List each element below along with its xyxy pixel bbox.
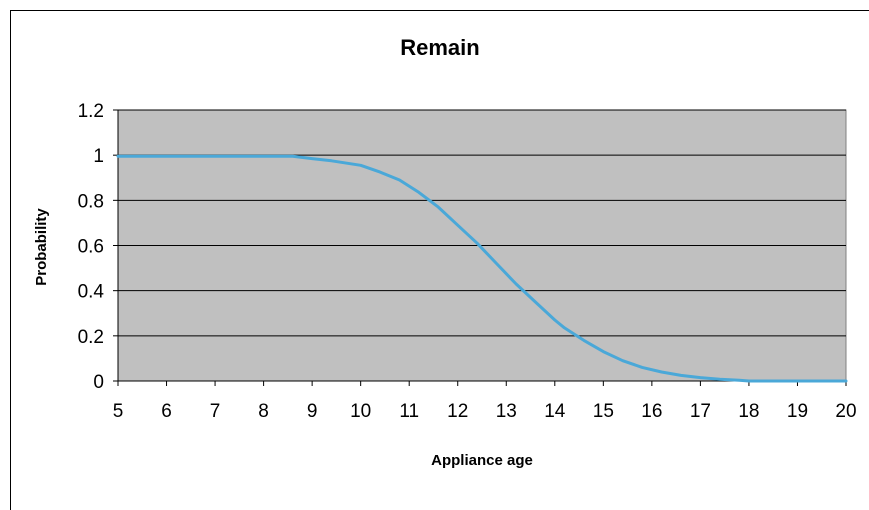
x-tick-label-2: 7 xyxy=(210,401,221,422)
x-tick-label-10: 15 xyxy=(593,401,614,422)
x-tick-label-8: 13 xyxy=(496,401,517,422)
y-tick-label-0: 0 xyxy=(93,372,104,393)
y-tick-label-5: 1 xyxy=(93,146,104,167)
x-tick-label-12: 17 xyxy=(690,401,711,422)
chart-frame xyxy=(10,10,869,510)
y-tick-label-6: 1.2 xyxy=(78,101,104,122)
x-tick-label-15: 20 xyxy=(835,401,856,422)
x-tick-label-13: 18 xyxy=(738,401,759,422)
y-tick-label-2: 0.4 xyxy=(78,282,105,303)
y-tick-labels: 0 0.2 0.4 0.6 0.8 1 1.2 xyxy=(78,101,105,393)
chart-area: 5 6 7 8 9 10 11 12 13 14 15 16 17 18 19 20 0 0.2 0.4 0.6 0.… xyxy=(33,35,857,469)
y-tick-label-1: 0.2 xyxy=(78,327,104,348)
x-axis-title: Appliance age xyxy=(431,452,533,469)
x-tick-label-11: 16 xyxy=(641,401,662,422)
x-tick-label-7: 12 xyxy=(447,401,468,422)
x-tick-label-0: 5 xyxy=(113,401,124,422)
y-axis-title: Probability xyxy=(33,208,50,286)
x-tick-label-5: 10 xyxy=(350,401,371,422)
x-tick-label-9: 14 xyxy=(544,401,566,422)
y-tick-label-4: 0.8 xyxy=(78,191,104,212)
x-tick-label-3: 8 xyxy=(258,401,269,422)
chart-title: Remain xyxy=(400,35,479,60)
x-tick-labels: 5 6 7 8 9 10 11 12 13 14 15 16 17 18 19 20 xyxy=(113,401,857,422)
series-line xyxy=(116,154,848,383)
x-tick-label-4: 9 xyxy=(307,401,318,422)
x-tick-label-1: 6 xyxy=(161,401,172,422)
y-tick-label-3: 0.6 xyxy=(78,237,104,258)
x-tick-label-6: 11 xyxy=(399,401,419,422)
x-tick-label-14: 19 xyxy=(787,401,808,422)
